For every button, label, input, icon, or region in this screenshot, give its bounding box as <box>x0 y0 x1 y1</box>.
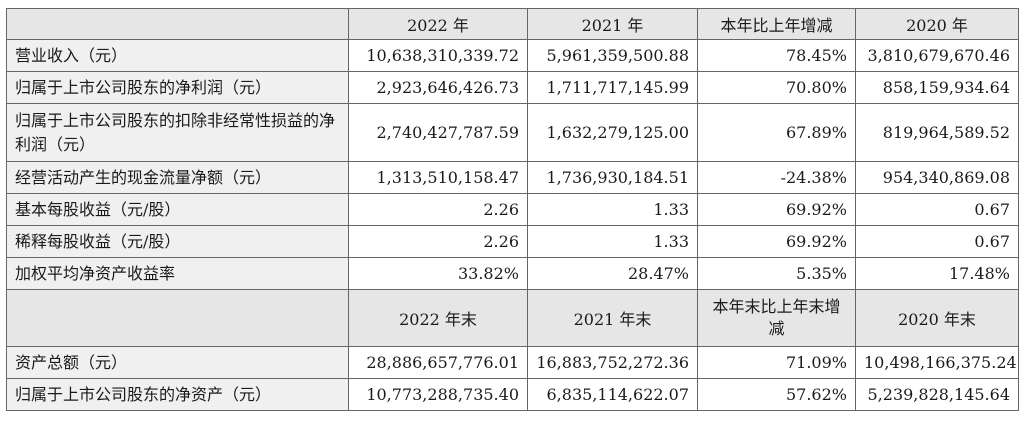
table-cell: 2,923,646,426.73 <box>348 71 528 104</box>
table-cell: 0.67 <box>855 193 1019 226</box>
table-row: 加权平均净资产收益率 33.82% 28.47% 5.35% 17.48% <box>6 257 1019 290</box>
table-cell: 2.26 <box>348 225 528 258</box>
table-cell: 69.92% <box>697 225 856 258</box>
header-cell <box>6 289 349 347</box>
header-cell: 2022 年末 <box>348 289 528 347</box>
header-cell: 本年末比上年末增减 <box>697 289 856 347</box>
table-cell: 1,711,717,145.99 <box>527 71 698 104</box>
table-cell: 1,632,279,125.00 <box>527 103 698 162</box>
table-cell: 1,736,930,184.51 <box>527 161 698 194</box>
header-cell: 2020 年 <box>855 8 1019 40</box>
table-cell: 69.92% <box>697 193 856 226</box>
table-cell: 70.80% <box>697 71 856 104</box>
header-cell: 本年比上年增减 <box>697 8 856 40</box>
row-label: 基本每股收益（元/股） <box>6 193 349 226</box>
row-label: 归属于上市公司股东的净资产（元） <box>6 378 349 411</box>
row-label: 归属于上市公司股东的扣除非经常性损益的净利润（元） <box>6 103 349 162</box>
table-cell: 1,313,510,158.47 <box>348 161 528 194</box>
row-label: 资产总额（元） <box>6 346 349 379</box>
header-cell: 2022 年 <box>348 8 528 40</box>
header-cell: 2021 年 <box>527 8 698 40</box>
table-row: 经营活动产生的现金流量净额（元） 1,313,510,158.47 1,736,… <box>6 161 1019 194</box>
subheader-row: 2022 年末 2021 年末 本年末比上年末增减 2020 年末 <box>6 289 1019 347</box>
table-cell: 78.45% <box>697 39 856 72</box>
table-cell: 57.62% <box>697 378 856 411</box>
table-row: 资产总额（元） 28,886,657,776.01 16,883,752,272… <box>6 346 1019 379</box>
row-label: 经营活动产生的现金流量净额（元） <box>6 161 349 194</box>
table-cell: 67.89% <box>697 103 856 162</box>
table-row: 基本每股收益（元/股） 2.26 1.33 69.92% 0.67 <box>6 193 1019 226</box>
table-cell: 3,810,679,670.46 <box>855 39 1019 72</box>
table-cell: 1.33 <box>527 193 698 226</box>
header-row: 2022 年 2021 年 本年比上年增减 2020 年 <box>6 8 1019 40</box>
table-row: 归属于上市公司股东的净资产（元） 10,773,288,735.40 6,835… <box>6 378 1019 411</box>
header-cell <box>6 8 349 40</box>
table-cell: 819,964,589.52 <box>855 103 1019 162</box>
table-row: 营业收入（元） 10,638,310,339.72 5,961,359,500.… <box>6 39 1019 72</box>
table-cell: 10,638,310,339.72 <box>348 39 528 72</box>
table-cell: 858,159,934.64 <box>855 71 1019 104</box>
table-row: 归属于上市公司股东的净利润（元） 2,923,646,426.73 1,711,… <box>6 71 1019 104</box>
row-label: 归属于上市公司股东的净利润（元） <box>6 71 349 104</box>
table-cell: 71.09% <box>697 346 856 379</box>
table-cell: 5.35% <box>697 257 856 290</box>
table-cell: 28,886,657,776.01 <box>348 346 528 379</box>
table-cell: 16,883,752,272.36 <box>527 346 698 379</box>
table-row: 归属于上市公司股东的扣除非经常性损益的净利润（元） 2,740,427,787.… <box>6 103 1019 162</box>
table-cell: 10,498,166,375.24 <box>855 346 1019 379</box>
row-label: 加权平均净资产收益率 <box>6 257 349 290</box>
table-cell: 28.47% <box>527 257 698 290</box>
table-cell: 1.33 <box>527 225 698 258</box>
financial-summary-table: 2022 年 2021 年 本年比上年增减 2020 年 营业收入（元） 10,… <box>6 8 1019 411</box>
table-row: 稀释每股收益（元/股） 2.26 1.33 69.92% 0.67 <box>6 225 1019 258</box>
header-cell: 2020 年末 <box>855 289 1019 347</box>
row-label: 营业收入（元） <box>6 39 349 72</box>
table-cell: 5,239,828,145.64 <box>855 378 1019 411</box>
table-cell: 5,961,359,500.88 <box>527 39 698 72</box>
table-cell: 33.82% <box>348 257 528 290</box>
table-cell: 2,740,427,787.59 <box>348 103 528 162</box>
table-cell: 0.67 <box>855 225 1019 258</box>
header-cell: 2021 年末 <box>527 289 698 347</box>
row-label: 稀释每股收益（元/股） <box>6 225 349 258</box>
table-cell: -24.38% <box>697 161 856 194</box>
table-cell: 17.48% <box>855 257 1019 290</box>
table-cell: 6,835,114,622.07 <box>527 378 698 411</box>
table-cell: 2.26 <box>348 193 528 226</box>
table-cell: 954,340,869.08 <box>855 161 1019 194</box>
table-cell: 10,773,288,735.40 <box>348 378 528 411</box>
